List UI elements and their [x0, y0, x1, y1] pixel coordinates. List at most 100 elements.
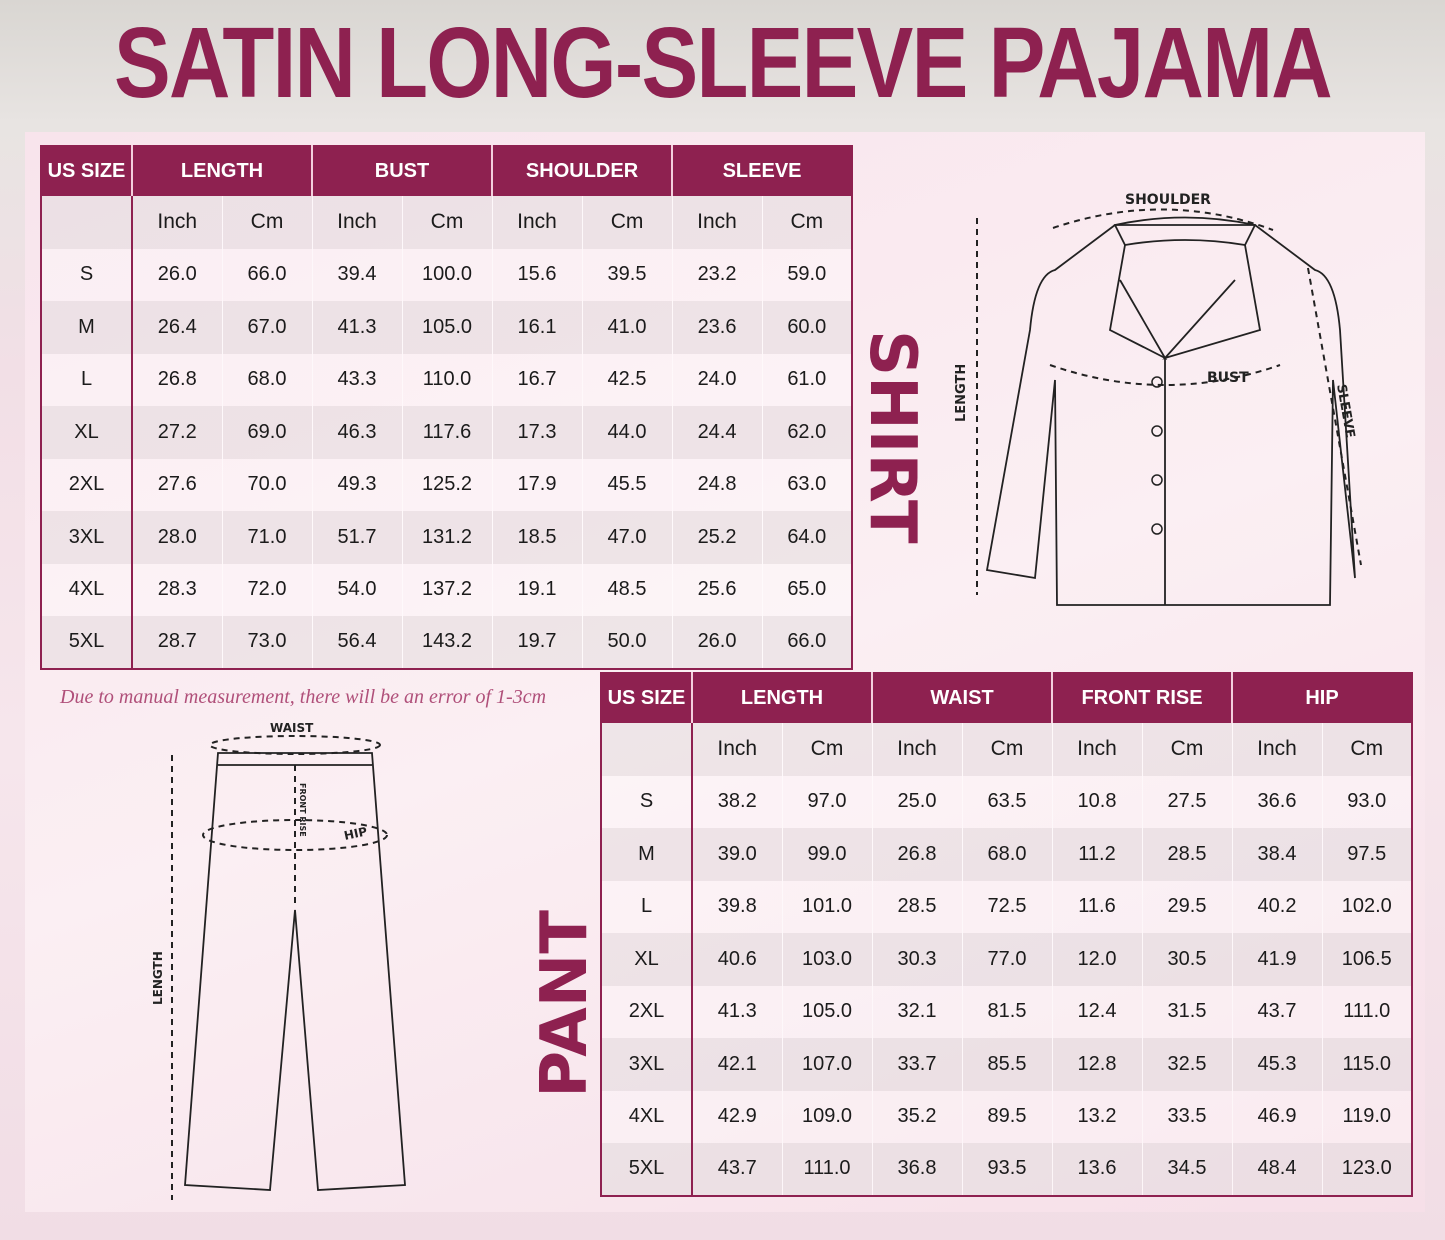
- value-cell: 42.1: [691, 1038, 782, 1091]
- value-cell: 19.7: [491, 616, 583, 669]
- unit-cell: Cm: [1141, 723, 1232, 776]
- value-cell: 17.3: [491, 406, 583, 459]
- value-cell: 30.5: [1141, 933, 1232, 986]
- value-cell: 29.5: [1141, 880, 1232, 933]
- value-cell: 66.0: [761, 616, 853, 669]
- value-cell: 68.0: [221, 353, 312, 406]
- value-cell: 93.0: [1321, 775, 1412, 828]
- hip-label: HIP: [343, 824, 369, 843]
- table-row: L 26.8 68.0 43.3 110.0 16.7 42.5 24.0 61.0: [41, 353, 853, 406]
- value-cell: 39.0: [691, 828, 782, 881]
- value-cell: 27.2: [131, 406, 222, 459]
- empty-cell: [41, 196, 133, 249]
- value-cell: 31.5: [1141, 985, 1232, 1038]
- size-cell: 4XL: [41, 563, 133, 616]
- size-cell: S: [41, 248, 133, 301]
- shirt-buttons: [1151, 376, 1163, 535]
- value-cell: 64.0: [761, 511, 853, 564]
- unit-cell: Inch: [671, 196, 763, 249]
- value-cell: 68.0: [961, 828, 1052, 881]
- size-cell: M: [601, 828, 693, 881]
- value-cell: 28.5: [871, 880, 962, 933]
- pant-size-table: US SIZE LENGTH WAIST FRONT RISE HIP Inch Cm Inc…: [600, 672, 1413, 1197]
- waist-label: WAIST: [270, 721, 314, 735]
- value-cell: 10.8: [1051, 775, 1142, 828]
- value-cell: 63.5: [961, 775, 1052, 828]
- value-cell: 13.2: [1051, 1090, 1142, 1143]
- table-row: 3XL 42.1 107.0 33.7 85.5 12.8 32.5 45.3 115.0: [601, 1038, 1412, 1091]
- value-cell: 72.0: [221, 563, 312, 616]
- value-cell: 125.2: [401, 458, 493, 511]
- value-cell: 38.4: [1231, 828, 1322, 881]
- unit-cell: Cm: [761, 196, 853, 249]
- front-rise-label: FRONT RISE: [298, 783, 307, 837]
- table-row: 2XL 27.6 70.0 49.3 125.2 17.9 45.5 24.8 63.0: [41, 458, 853, 511]
- value-cell: 117.6: [401, 406, 493, 459]
- value-cell: 48.4: [1231, 1143, 1322, 1196]
- table-row: XL 27.2 69.0 46.3 117.6 17.3 44.0 24.4 62.0: [41, 406, 853, 459]
- column-header: FRONT RISE: [1051, 673, 1232, 723]
- value-cell: 101.0: [781, 880, 872, 933]
- value-cell: 25.6: [671, 563, 763, 616]
- value-cell: 18.5: [491, 511, 583, 564]
- value-cell: 41.9: [1231, 933, 1322, 986]
- column-header: SHOULDER: [491, 146, 673, 196]
- length-label: LENGTH: [151, 951, 165, 1005]
- value-cell: 11.2: [1051, 828, 1142, 881]
- pant-diagram: WAIST HIP FRONT RISE LENGTH: [151, 721, 406, 1200]
- size-cell: XL: [41, 406, 133, 459]
- value-cell: 119.0: [1321, 1090, 1412, 1143]
- value-cell: 61.0: [761, 353, 853, 406]
- value-cell: 54.0: [311, 563, 402, 616]
- value-cell: 45.3: [1231, 1038, 1322, 1091]
- value-cell: 97.0: [781, 775, 872, 828]
- value-cell: 73.0: [221, 616, 312, 669]
- value-cell: 12.8: [1051, 1038, 1142, 1091]
- table-row: S 26.0 66.0 39.4 100.0 15.6 39.5 23.2 59.0: [41, 248, 853, 301]
- value-cell: 59.0: [761, 248, 853, 301]
- size-cell: 3XL: [41, 511, 133, 564]
- unit-cell: Inch: [1051, 723, 1142, 776]
- size-cell: S: [601, 775, 693, 828]
- unit-cell: Cm: [221, 196, 312, 249]
- value-cell: 105.0: [781, 985, 872, 1038]
- column-header: WAIST: [871, 673, 1052, 723]
- column-header: LENGTH: [691, 673, 872, 723]
- value-cell: 46.9: [1231, 1090, 1322, 1143]
- measure-lines: [976, 208, 1362, 595]
- value-cell: 110.0: [401, 353, 493, 406]
- value-cell: 50.0: [581, 616, 673, 669]
- value-cell: 40.6: [691, 933, 782, 986]
- table-row: M 26.4 67.0 41.3 105.0 16.1 41.0 23.6 60.0: [41, 301, 853, 354]
- value-cell: 36.8: [871, 1143, 962, 1196]
- column-header: US SIZE: [41, 146, 132, 196]
- unit-cell: Cm: [781, 723, 872, 776]
- value-cell: 105.0: [401, 301, 493, 354]
- value-cell: 36.6: [1231, 775, 1322, 828]
- unit-cell: Inch: [131, 196, 222, 249]
- value-cell: 26.0: [671, 616, 763, 669]
- table-row: M 39.0 99.0 26.8 68.0 11.2 28.5 38.4 97.5: [601, 828, 1412, 881]
- value-cell: 26.8: [131, 353, 222, 406]
- column-header: SLEEVE: [671, 146, 853, 196]
- column-header: LENGTH: [131, 146, 312, 196]
- value-cell: 100.0: [401, 248, 493, 301]
- value-cell: 49.3: [311, 458, 402, 511]
- header-row: US SIZE LENGTH BUST SHOULDER SLEEVE: [41, 146, 853, 196]
- value-cell: 99.0: [781, 828, 872, 881]
- value-cell: 81.5: [961, 985, 1052, 1038]
- value-cell: 70.0: [221, 458, 312, 511]
- shirt-outline: [985, 216, 1356, 606]
- value-cell: 48.5: [581, 563, 673, 616]
- value-cell: 45.5: [581, 458, 673, 511]
- column-header: BUST: [310, 146, 493, 196]
- value-cell: 107.0: [781, 1038, 872, 1091]
- value-cell: 12.0: [1051, 933, 1142, 986]
- unit-cell: Inch: [871, 723, 962, 776]
- unit-row: Inch Cm Inch Cm Inch Cm Inch Cm: [41, 196, 853, 249]
- value-cell: 131.2: [401, 511, 493, 564]
- value-cell: 11.6: [1051, 880, 1142, 933]
- value-cell: 46.3: [311, 406, 402, 459]
- value-cell: 26.4: [131, 301, 222, 354]
- value-cell: 102.0: [1321, 880, 1412, 933]
